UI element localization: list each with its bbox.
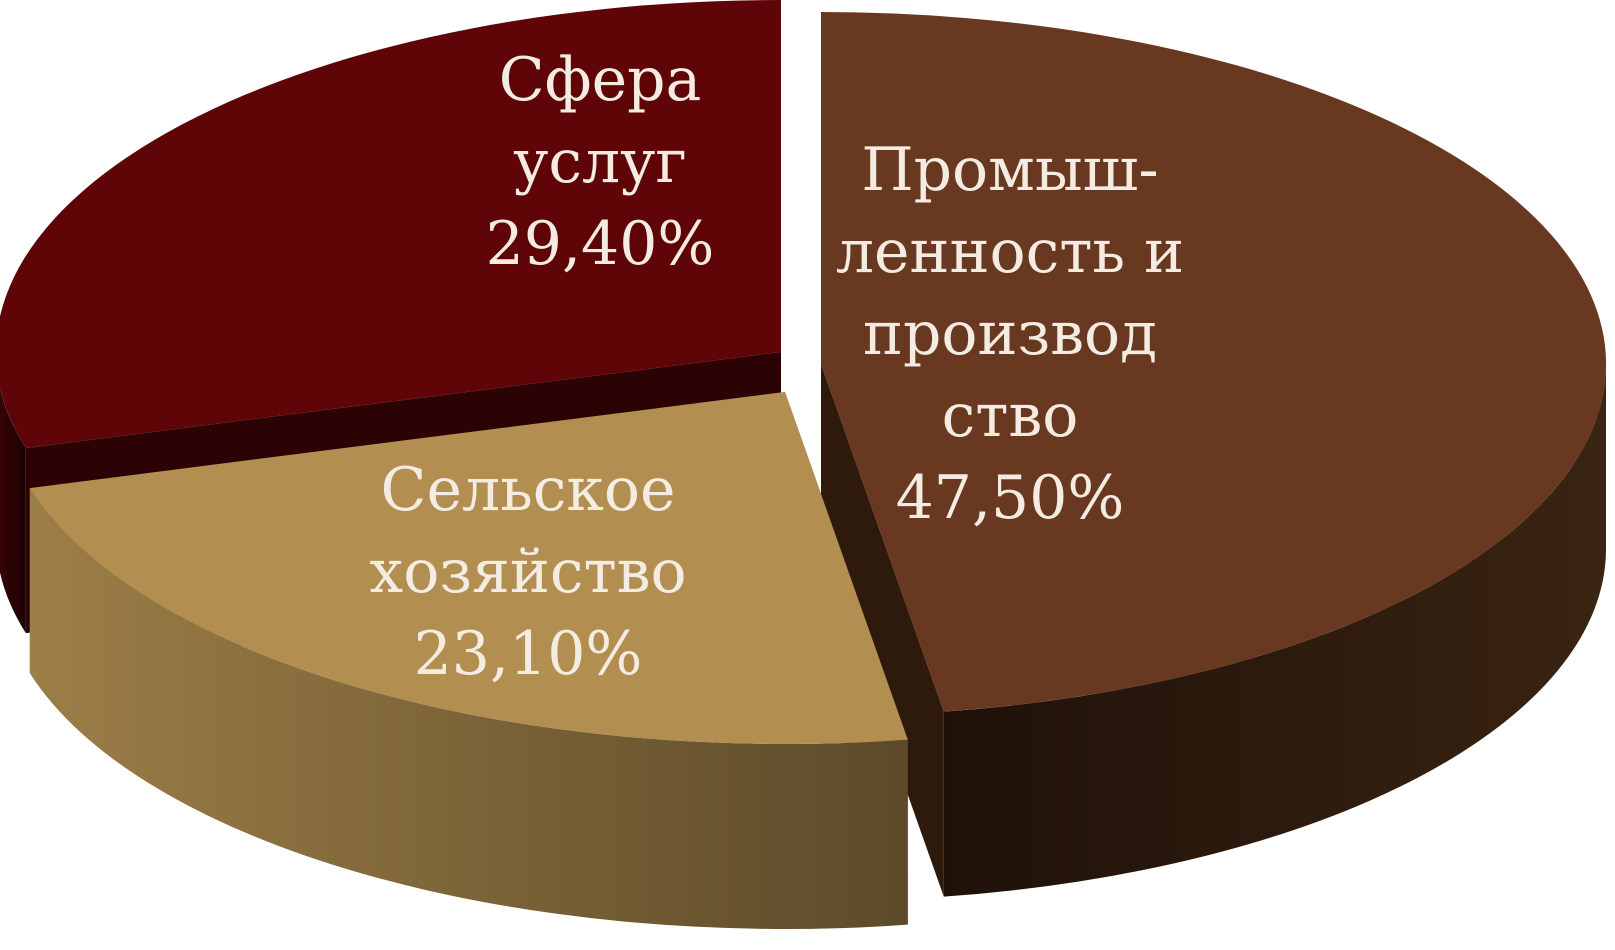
- pie-slice-label-industry: Промыш-ленность и производ ство 47,50%: [836, 135, 1184, 533]
- pie-slice-label-line: ство: [942, 381, 1079, 451]
- pie-slice-label-agriculture: Сельское хозяйство 23,10%: [369, 455, 686, 689]
- pie-slice-label-line: услуг: [513, 127, 687, 197]
- pie-slice-label-services: Сфера услуг 29,40%: [486, 45, 715, 279]
- pie-slice-label-line: Промыш-: [861, 135, 1158, 205]
- pie-slice-side-agriculture: [29, 488, 908, 930]
- pie-slice-value-services: 29,40%: [486, 209, 715, 279]
- pie-slice-side-industry: [943, 364, 1606, 897]
- pie-slice-cut-industry-end: [821, 364, 944, 897]
- pie-slice-label-line: Сельское: [381, 455, 676, 525]
- pie-slice-label-line: хозяйство: [369, 537, 686, 607]
- pie-slice-value-industry: 47,50%: [896, 463, 1125, 533]
- pie-slice-label-line: производ: [863, 299, 1157, 369]
- pie-slice-side-services: [0, 387, 26, 634]
- pie-slice-label-line: Сфера: [499, 45, 702, 115]
- pie-slice-industry: [821, 11, 1607, 712]
- pie-slice-label-line: ленность и: [836, 217, 1184, 287]
- pie-slice-agriculture: [29, 392, 908, 745]
- pie-slice-value-agriculture: 23,10%: [414, 619, 643, 689]
- pie-slice-services: [0, 0, 781, 449]
